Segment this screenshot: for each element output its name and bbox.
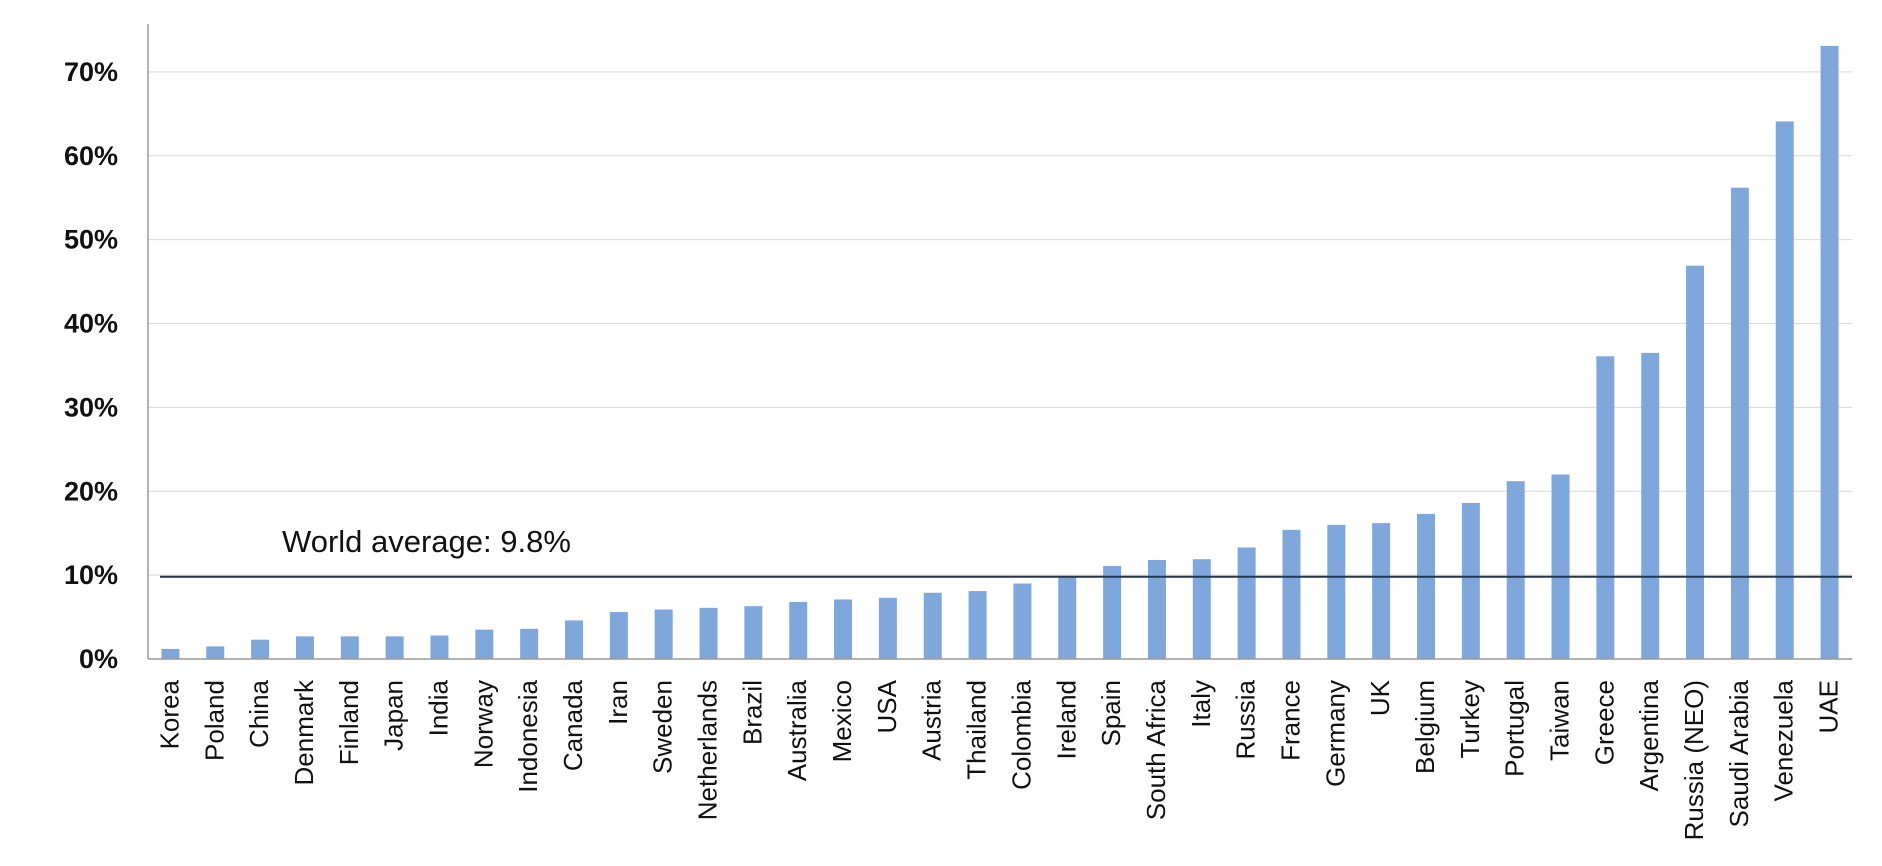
x-tick-label: Turkey — [1455, 680, 1485, 759]
x-tick-label: Venezuela — [1769, 679, 1799, 801]
bar — [923, 592, 942, 659]
world-average-annotation: World average: 9.8% — [282, 524, 571, 559]
bar — [295, 636, 314, 659]
bar — [1237, 547, 1256, 659]
bar — [1192, 559, 1211, 659]
bar — [1147, 560, 1166, 659]
bar — [340, 636, 359, 659]
bar — [520, 628, 539, 659]
x-tick-label: USA — [872, 679, 902, 733]
x-tick-label: Russia — [1231, 679, 1261, 759]
bar — [1775, 121, 1794, 659]
bar — [161, 648, 180, 659]
x-tick-label: Ireland — [1051, 680, 1081, 760]
x-tick-label: Colombia — [1006, 679, 1036, 789]
bar — [1506, 481, 1525, 659]
bar — [565, 620, 583, 659]
x-tick-label: Finland — [334, 680, 364, 765]
x-tick-label: Brazil — [737, 680, 767, 745]
x-tick-label: Saudi Arabia — [1724, 679, 1754, 827]
bar — [251, 639, 270, 659]
bar — [1282, 529, 1301, 659]
bar — [1641, 352, 1660, 659]
x-tick-label: Greece — [1589, 680, 1619, 765]
x-axis-ticks: Korea Poland China Denmark Finland Japan India… — [154, 679, 1843, 840]
x-tick-label: Netherlands — [693, 680, 723, 820]
bar — [699, 607, 718, 659]
bar — [1461, 503, 1480, 659]
bar — [609, 612, 628, 659]
x-tick-label: Iran — [603, 680, 633, 725]
x-tick-label: Spain — [1096, 680, 1126, 747]
bar — [968, 591, 987, 659]
axes — [147, 24, 1852, 660]
bar — [1730, 187, 1749, 660]
x-tick-label: Sweden — [648, 680, 678, 774]
x-tick-label: Korea — [154, 679, 184, 749]
bar — [834, 599, 853, 659]
y-tick-label: 70% — [64, 57, 118, 87]
y-tick-label: 50% — [64, 225, 118, 255]
bar — [1013, 583, 1032, 659]
bar — [385, 636, 404, 659]
bar — [475, 629, 494, 659]
x-tick-label: China — [244, 679, 274, 747]
reference-line-group: World average: 9.8% — [160, 524, 1852, 578]
x-tick-label: Portugal — [1500, 680, 1530, 777]
x-tick-label: France — [1275, 680, 1305, 761]
x-tick-label: Taiwan — [1545, 680, 1575, 761]
bar — [878, 597, 897, 659]
y-tick-label: 10% — [64, 560, 118, 590]
bar — [206, 646, 225, 659]
x-tick-label: Poland — [199, 680, 229, 761]
y-tick-label: 60% — [64, 141, 118, 171]
y-tick-label: 30% — [64, 392, 118, 422]
x-tick-label: Indonesia — [513, 679, 543, 792]
bar — [1327, 524, 1346, 659]
x-tick-label: Austria — [917, 679, 947, 760]
bar — [654, 609, 673, 659]
x-tick-label: Australia — [782, 679, 812, 781]
x-tick-label: Russia (NEO) — [1679, 680, 1709, 840]
bar — [1686, 265, 1705, 659]
x-tick-label: Belgium — [1410, 680, 1440, 774]
y-axis-ticks: 0% 10% 20% 30% 40% 50% 60% 70% — [64, 57, 118, 674]
x-tick-label: India — [423, 679, 453, 736]
bar — [1596, 356, 1615, 659]
bar — [1551, 474, 1570, 659]
bar — [1372, 523, 1391, 659]
bar — [430, 635, 449, 659]
bar — [744, 606, 763, 659]
y-tick-label: 0% — [79, 644, 118, 674]
x-tick-label: Canada — [558, 679, 588, 771]
x-tick-label: Argentina — [1634, 679, 1664, 791]
x-tick-label: Mexico — [827, 680, 857, 762]
x-tick-label: Japan — [379, 680, 409, 751]
x-tick-label: Italy — [1186, 680, 1216, 728]
x-tick-label: Norway — [468, 680, 498, 768]
x-tick-label: South Africa — [1141, 679, 1171, 820]
gridlines — [148, 71, 1852, 576]
bar — [1820, 45, 1839, 659]
x-tick-label: Germany — [1320, 680, 1350, 787]
x-tick-label: Thailand — [962, 680, 992, 780]
x-tick-label: UK — [1365, 679, 1395, 716]
bar — [1103, 565, 1122, 659]
bars — [161, 45, 1839, 660]
y-tick-label: 20% — [64, 476, 118, 506]
x-tick-label: Denmark — [289, 679, 319, 785]
bar — [1417, 513, 1435, 659]
x-tick-label: UAE — [1814, 680, 1844, 733]
y-tick-label: 40% — [64, 309, 118, 339]
bar — [1058, 575, 1077, 659]
bar — [789, 601, 808, 659]
